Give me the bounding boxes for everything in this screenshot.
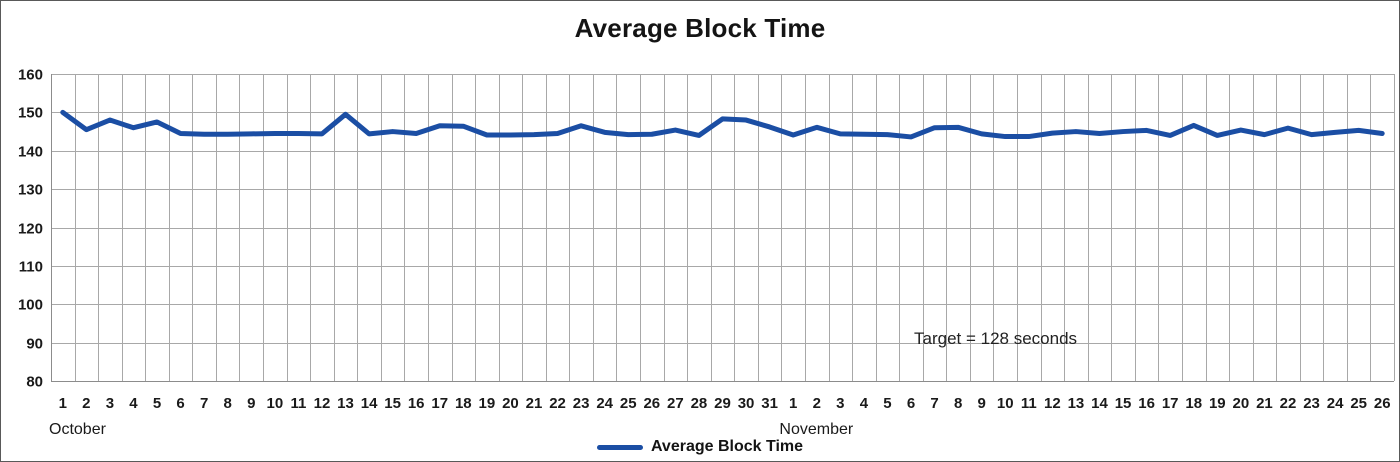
x-day-label: 22: [1280, 395, 1297, 412]
legend-label: Average Block Time: [650, 438, 804, 455]
x-day-label: 8: [224, 395, 232, 412]
x-day-label: 19: [1209, 395, 1226, 412]
y-tick-label: 140: [18, 144, 43, 161]
x-day-label: 18: [1185, 395, 1202, 412]
series-line-average-block-time: [60, 109, 1385, 140]
x-day-label: 2: [813, 395, 821, 412]
x-day-label: 10: [266, 395, 283, 412]
x-day-label: 16: [408, 395, 425, 412]
month-label-october: October: [49, 421, 107, 438]
x-day-label: 1: [789, 395, 797, 412]
x-day-label: 25: [1350, 395, 1367, 412]
x-day-label: 5: [883, 395, 891, 412]
x-day-label: 5: [153, 395, 161, 412]
x-day-label: 4: [860, 395, 869, 412]
chart-title: Average Block Time: [574, 13, 826, 43]
x-day-label: 25: [620, 395, 637, 412]
x-day-label: 20: [1233, 395, 1250, 412]
y-tick-label: 150: [18, 105, 43, 122]
legend-line-swatch: [596, 444, 643, 450]
x-day-label: 30: [738, 395, 755, 412]
x-day-label: 9: [978, 395, 986, 412]
x-day-label: 3: [836, 395, 844, 412]
target-annotation: Target = 128 seconds: [914, 329, 1077, 348]
y-tick-label: 110: [19, 259, 43, 276]
x-day-label: 26: [643, 395, 660, 412]
x-day-label: 27: [667, 395, 684, 412]
x-day-label: 13: [1068, 395, 1085, 412]
x-day-label: 8: [954, 395, 962, 412]
x-day-label: 13: [337, 395, 354, 412]
x-day-label: 15: [384, 395, 401, 412]
x-day-label: 21: [1256, 395, 1273, 412]
x-day-label: 24: [596, 395, 613, 412]
x-day-label: 4: [129, 395, 138, 412]
x-day-label: 17: [431, 395, 448, 412]
x-day-label: 18: [455, 395, 472, 412]
y-tick-label: 160: [18, 67, 43, 84]
x-day-label: 15: [1115, 395, 1132, 412]
x-day-label: 26: [1374, 395, 1391, 412]
x-day-label: 31: [761, 395, 778, 412]
x-day-label: 1: [59, 395, 67, 412]
x-day-label: 14: [1091, 395, 1108, 412]
x-day-label: 12: [314, 395, 331, 412]
x-day-label: 28: [691, 395, 708, 412]
x-day-label: 19: [479, 395, 496, 412]
x-day-label: 16: [1138, 395, 1155, 412]
x-day-label: 6: [907, 395, 915, 412]
x-day-label: 20: [502, 395, 519, 412]
y-tick-label: 100: [18, 297, 43, 314]
x-day-label: 24: [1327, 395, 1344, 412]
x-day-label: 10: [997, 395, 1014, 412]
x-day-label: 3: [106, 395, 114, 412]
x-day-label: 2: [82, 395, 90, 412]
legend: Average Block Time: [1, 435, 1399, 459]
x-day-label: 21: [526, 395, 543, 412]
x-day-label: 6: [176, 395, 184, 412]
x-day-label: 7: [930, 395, 938, 412]
x-day-label: 11: [290, 395, 306, 412]
x-day-label: 17: [1162, 395, 1179, 412]
x-day-label: 22: [549, 395, 566, 412]
x-day-label: 12: [1044, 395, 1061, 412]
x-day-label: 14: [361, 395, 378, 412]
month-label-november: November: [779, 421, 853, 438]
y-tick-label: 120: [18, 221, 43, 238]
x-day-label: 23: [573, 395, 590, 412]
x-day-label: 7: [200, 395, 208, 412]
y-tick-label: 90: [26, 336, 43, 353]
x-day-label: 11: [1021, 395, 1037, 412]
x-day-label: 23: [1303, 395, 1320, 412]
y-tick-label: 130: [18, 182, 43, 199]
x-day-label: 9: [247, 395, 255, 412]
x-day-label: 29: [714, 395, 731, 412]
y-tick-label: 80: [26, 374, 43, 391]
